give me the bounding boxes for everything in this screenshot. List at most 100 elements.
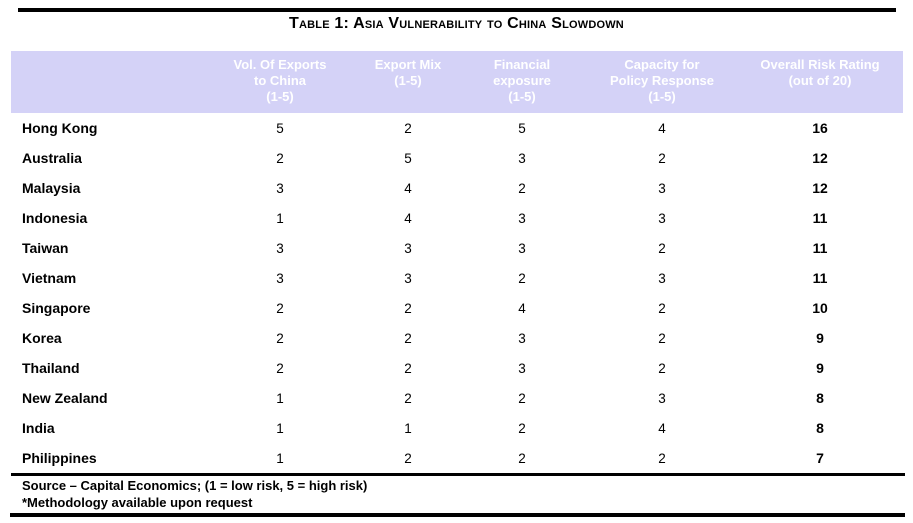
country-cell: India xyxy=(22,420,55,436)
vol-cell: 1 xyxy=(276,210,284,226)
table-bottom-rule xyxy=(11,473,905,476)
country-cell: Hong Kong xyxy=(22,120,98,136)
fin-cell: 2 xyxy=(518,450,526,466)
table-row: Vietnam 3 3 2 3 11 xyxy=(11,263,903,293)
overall-cell: 11 xyxy=(812,240,828,256)
fin-cell: 3 xyxy=(518,210,526,226)
header-export-mix: Export Mix (1-5) xyxy=(374,57,442,88)
mix-cell: 2 xyxy=(404,330,412,346)
overall-cell: 10 xyxy=(812,300,828,316)
overall-cell: 12 xyxy=(812,180,828,196)
fin-cell: 4 xyxy=(518,300,526,316)
country-cell: Vietnam xyxy=(22,270,77,286)
fin-cell: 3 xyxy=(518,240,526,256)
table-header-row: Vol. Of Exports to China (1-5) Export Mi… xyxy=(11,51,903,113)
cap-cell: 2 xyxy=(658,450,666,466)
cap-cell: 3 xyxy=(658,390,666,406)
table-row: Korea 2 2 3 2 9 xyxy=(11,323,903,353)
country-cell: Malaysia xyxy=(22,180,81,196)
vol-cell: 5 xyxy=(276,120,284,136)
fin-cell: 3 xyxy=(518,150,526,166)
mix-cell: 3 xyxy=(404,240,412,256)
cap-cell: 4 xyxy=(658,120,666,136)
header-vol-exports: Vol. Of Exports to China (1-5) xyxy=(233,57,327,104)
bottom-horizontal-rule xyxy=(10,513,905,517)
fin-cell: 3 xyxy=(518,360,526,376)
table-row: New Zealand 1 2 2 3 8 xyxy=(11,383,903,413)
cap-cell: 4 xyxy=(658,420,666,436)
cap-cell: 2 xyxy=(658,360,666,376)
table-row: Philippines 1 2 2 2 7 xyxy=(11,443,903,473)
overall-cell: 12 xyxy=(812,150,828,166)
table-row: Australia 2 5 3 2 12 xyxy=(11,143,903,173)
vol-cell: 2 xyxy=(276,300,284,316)
mix-cell: 2 xyxy=(404,300,412,316)
cap-cell: 3 xyxy=(658,210,666,226)
table-row: Taiwan 3 3 3 2 11 xyxy=(11,233,903,263)
cap-cell: 2 xyxy=(658,240,666,256)
country-cell: Indonesia xyxy=(22,210,88,226)
table-row: Indonesia 1 4 3 3 11 xyxy=(11,203,903,233)
mix-cell: 2 xyxy=(404,450,412,466)
header-policy-capacity: Capacity for Policy Response (1-5) xyxy=(609,57,715,104)
country-cell: Taiwan xyxy=(22,240,69,256)
fin-cell: 2 xyxy=(518,270,526,286)
overall-cell: 11 xyxy=(812,210,828,226)
header-overall-risk: Overall Risk Rating (out of 20) xyxy=(760,57,880,88)
cap-cell: 3 xyxy=(658,180,666,196)
vol-cell: 1 xyxy=(276,420,284,436)
vol-cell: 2 xyxy=(276,330,284,346)
overall-cell: 8 xyxy=(816,420,824,436)
mix-cell: 5 xyxy=(404,150,412,166)
fin-cell: 5 xyxy=(518,120,526,136)
overall-cell: 16 xyxy=(812,120,828,136)
overall-cell: 9 xyxy=(816,360,824,376)
overall-cell: 8 xyxy=(816,390,824,406)
fin-cell: 2 xyxy=(518,180,526,196)
vol-cell: 1 xyxy=(276,390,284,406)
vulnerability-table: Vol. Of Exports to China (1-5) Export Mi… xyxy=(11,51,903,473)
vol-cell: 2 xyxy=(276,360,284,376)
country-cell: Singapore xyxy=(22,300,91,316)
cap-cell: 2 xyxy=(658,300,666,316)
mix-cell: 1 xyxy=(404,420,412,436)
table-title: Table 1: Asia Vulnerability to China Slo… xyxy=(289,15,624,32)
mix-cell: 4 xyxy=(404,210,412,226)
mix-cell: 2 xyxy=(404,120,412,136)
cap-cell: 3 xyxy=(658,270,666,286)
overall-cell: 9 xyxy=(816,330,824,346)
mix-cell: 4 xyxy=(404,180,412,196)
table-row: Hong Kong 5 2 5 4 16 xyxy=(11,113,903,143)
header-financial-exposure: Financial exposure (1-5) xyxy=(493,57,551,104)
overall-cell: 11 xyxy=(812,270,828,286)
cap-cell: 2 xyxy=(658,150,666,166)
table-row: Malaysia 3 4 2 3 12 xyxy=(11,173,903,203)
header-country xyxy=(11,51,201,113)
fin-cell: 2 xyxy=(518,420,526,436)
vol-cell: 3 xyxy=(276,180,284,196)
table-row: India 1 1 2 4 8 xyxy=(11,413,903,443)
country-cell: Thailand xyxy=(22,360,80,376)
country-cell: Philippines xyxy=(22,450,97,466)
table-row: Singapore 2 2 4 2 10 xyxy=(11,293,903,323)
vol-cell: 3 xyxy=(276,270,284,286)
top-horizontal-rule xyxy=(18,8,896,12)
methodology-note: *Methodology available upon request xyxy=(22,494,253,510)
country-cell: New Zealand xyxy=(22,390,108,406)
country-cell: Australia xyxy=(22,150,82,166)
mix-cell: 2 xyxy=(404,360,412,376)
mix-cell: 3 xyxy=(404,270,412,286)
cap-cell: 2 xyxy=(658,330,666,346)
source-note: Source – Capital Economics; (1 = low ris… xyxy=(22,478,368,493)
vol-cell: 3 xyxy=(276,240,284,256)
vol-cell: 2 xyxy=(276,150,284,166)
country-cell: Korea xyxy=(22,330,62,346)
table-footnotes: Source – Capital Economics; (1 = low ris… xyxy=(22,478,367,511)
overall-cell: 7 xyxy=(816,450,824,466)
fin-cell: 2 xyxy=(518,390,526,406)
vol-cell: 1 xyxy=(276,450,284,466)
fin-cell: 3 xyxy=(518,330,526,346)
mix-cell: 2 xyxy=(404,390,412,406)
table-row: Thailand 2 2 3 2 9 xyxy=(11,353,903,383)
